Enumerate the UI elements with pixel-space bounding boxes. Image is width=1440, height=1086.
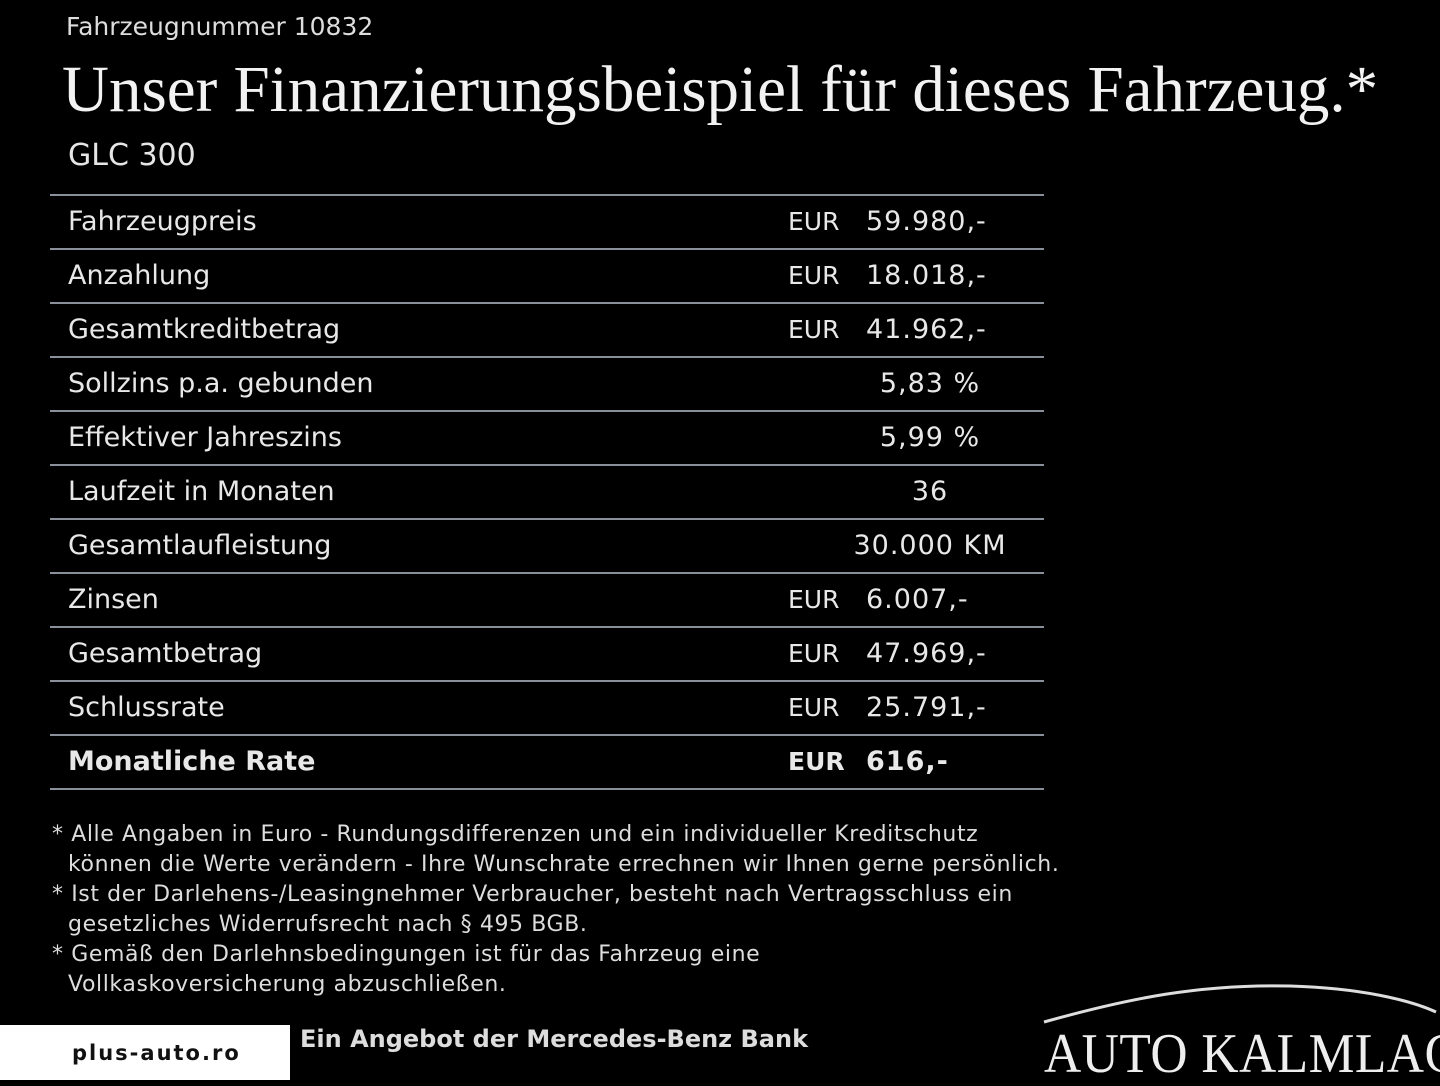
row-label: Zinsen [68,584,159,615]
watermark: plus-auto.ro [72,1041,241,1065]
row-label: Sollzins p.a. gebunden [68,368,374,399]
footnotes: * Alle Angaben in Euro - Rundungsdiffere… [52,820,1059,1000]
row-label: Gesamtlaufleistung [68,530,332,561]
footnote-line: * Ist der Darlehens-/Leasingnehmer Verbr… [52,882,1013,907]
row-currency: EUR [788,261,840,290]
row-value: 18.018,- [866,260,987,291]
row-currency: EUR [788,585,840,614]
row-label: Schlussrate [68,692,225,723]
table-row: Sollzins p.a. gebunden 5,83 % [50,356,1044,410]
table-row: Gesamtkreditbetrag EUR 41.962,- [50,302,1044,356]
logo-swoosh [1043,984,1437,1024]
row-label: Gesamtbetrag [68,638,263,669]
title: Unser Finanzierungsbeispiel für dieses F… [62,53,1379,126]
table-row: Laufzeit in Monaten 36 [50,464,1044,518]
footnote: * Gemäß den Darlehnsbedingungen ist für … [52,940,1059,1000]
footnote-line: * Gemäß den Darlehnsbedingungen ist für … [52,942,761,967]
row-value: 47.969,- [866,638,987,669]
finance-table: Fahrzeugpreis EUR 59.980,- Anzahlung EUR 18.0… [50,194,1044,790]
footnote-line: * Alle Angaben in Euro - Rundungsdiffere… [52,822,979,847]
table-row: Gesamtbetrag EUR 47.969,- [50,626,1044,680]
row-value: 41.962,- [866,314,987,345]
row-label: Gesamtkreditbetrag [68,314,341,345]
row-label: Monatliche Rate [68,746,316,777]
table-row: Fahrzeugpreis EUR 59.980,- [50,194,1044,248]
table-row: Monatliche Rate EUR 616,- [50,734,1044,790]
row-value: 5,83 % [879,368,981,399]
footnote: * Alle Angaben in Euro - Rundungsdiffere… [52,820,1059,880]
row-value: 25.791,- [866,692,987,723]
footnote-line: können die Werte verändern - Ihre Wunsch… [68,852,1060,877]
row-currency: EUR [788,639,840,668]
row-value: 59.980,- [866,206,987,237]
footnote-line: Vollkaskoversicherung abzuschließen. [68,972,507,997]
table-row: Anzahlung EUR 18.018,- [50,248,1044,302]
row-label: Laufzeit in Monaten [68,476,335,507]
logo-arc [1043,984,1437,1024]
model: GLC 300 [68,138,196,173]
watermark-box [0,1025,290,1080]
row-currency: EUR [788,693,840,722]
row-label: Fahrzeugpreis [68,206,257,237]
table-row: Zinsen EUR 6.007,- [50,572,1044,626]
row-value: 5,99 % [879,422,981,453]
table-row: Schlussrate EUR 25.791,- [50,680,1044,734]
row-value: 30.000 KM [853,530,1007,561]
table-row: Gesamtlaufleistung 30.000 KM [50,518,1044,572]
footnote: * Ist der Darlehens-/Leasingnehmer Verbr… [52,880,1059,940]
footnote-line: gesetzliches Widerrufsrecht nach § 495 B… [68,912,588,937]
row-currency: EUR [788,315,840,344]
row-value: 616,- [866,746,949,777]
row-label: Anzahlung [68,260,211,291]
row-value: 36 [911,476,949,507]
vehicle-number: Fahrzeugnummer 10832 [66,12,374,41]
row-currency: EUR [788,207,840,236]
table-row: Effektiver Jahreszins 5,99 % [50,410,1044,464]
row-value: 6.007,- [866,584,969,615]
row-label: Effektiver Jahreszins [68,422,342,453]
row-currency: EUR [788,747,845,776]
bank-note: Ein Angebot der Mercedes-Benz Bank [300,1025,809,1053]
dealer-logo: AUTO KALMLAGE [1044,1023,1440,1085]
